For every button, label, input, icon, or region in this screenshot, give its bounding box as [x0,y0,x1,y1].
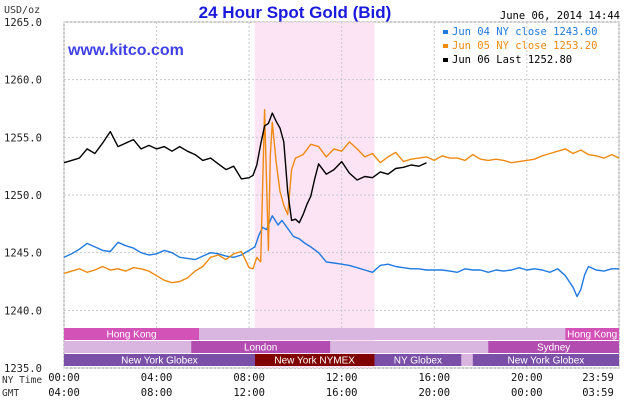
session-bar [488,341,619,353]
y-tick-label: 1245.0 [4,248,42,260]
website-label: www.kitco.com [67,42,184,59]
legend-swatch [443,58,448,62]
session-label: New York NYMEX [274,356,355,367]
date-label: June 06, 2014 14:44 [500,10,620,22]
session-row-background [64,328,619,340]
x-tick-label-ny: 00:00 [48,372,80,384]
session-label: London [244,343,277,354]
session-bar [565,328,619,340]
series-line-1 [63,215,619,298]
x-tick-label-gmt: 16:00 [326,387,358,399]
session-bar [374,354,462,366]
session-bar [64,354,255,366]
series-line-2 [63,108,620,284]
session-label: NY Globex [394,356,442,367]
x-tick-label-gmt: 00:00 [511,387,543,399]
session-bar [191,341,331,353]
nymex-session-highlight [254,22,375,368]
y-tick-label: 1250.0 [4,190,42,202]
y-tick-label: 1260.0 [4,75,42,87]
legend-swatch [443,44,448,48]
market-sessions: Hong Kong Hong Kong London Sydney New York G… [64,328,619,367]
session-label: Hong Kong [106,330,156,341]
session-label: Hong Kong [567,330,617,341]
x-tick-label-ny: 20:00 [511,372,543,384]
units-label: USD/oz [4,5,40,16]
x-tick-label-ny: 08:00 [233,372,265,384]
x-tick-label-ny: 04:00 [141,372,173,384]
y-tick-label: 1265.0 [4,17,42,29]
x-axis: NY Time GMT 00:00 04:00 04:00 08:00 08:00 12:00… [2,372,614,399]
grid-lines [63,21,620,369]
x-tick-label-ny: 16:00 [418,372,450,384]
session-label: New York Globex [508,356,585,367]
x-tick-label-gmt: 08:00 [141,387,173,399]
x-tick-label-gmt: 03:59 [582,387,614,399]
x-row-label-gmt: GMT [2,388,19,399]
legend: Jun 04 NY close 1243.60 Jun 05 NY close 1… [443,26,597,66]
legend-label: Jun 05 NY close 1253.20 [452,40,597,52]
y-tick-label: 1255.0 [4,132,42,144]
legend-label: Jun 06 Last 1252.80 [452,54,572,66]
x-row-label-ny: NY Time [2,375,42,386]
y-tick-label: 1235.0 [4,363,42,375]
x-tick-label-gmt: 12:00 [233,387,265,399]
x-tick-label-gmt: 20:00 [418,387,450,399]
session-bar [254,354,375,366]
chart-title: 24 Hour Spot Gold (Bid) [199,3,392,22]
legend-swatch [443,30,448,34]
session-label: New York Globex [121,356,198,367]
legend-label: Jun 04 NY close 1243.60 [452,26,597,38]
x-tick-label-ny: 12:00 [326,372,358,384]
y-axis-ticks: 1235.0 1240.0 1245.0 1250.0 1255.0 1260.0 1265… [4,17,42,375]
x-tick-label-ny: 23:59 [582,372,614,384]
x-tick-label-gmt: 04:00 [48,387,80,399]
session-bar [64,328,199,340]
series-line-3 [63,112,427,224]
session-bar [472,354,619,366]
price-series [63,108,620,298]
y-tick-label: 1240.0 [4,305,42,317]
session-label: Sydney [537,343,570,354]
